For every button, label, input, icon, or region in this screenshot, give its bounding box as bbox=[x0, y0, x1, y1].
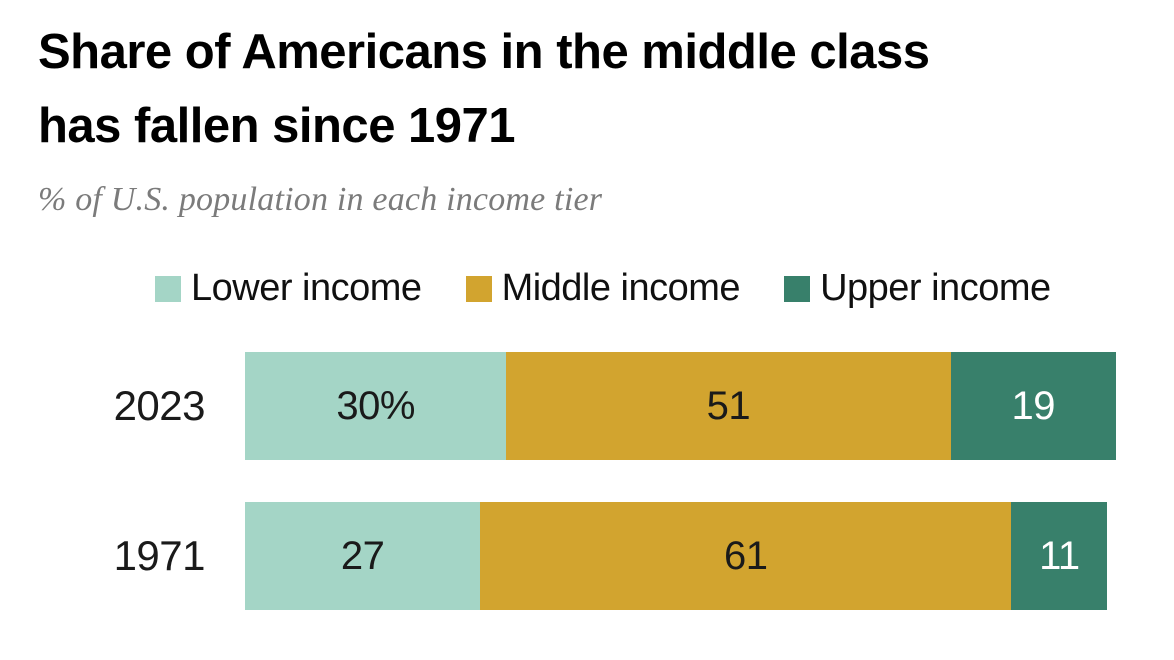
bar-segment-middle-income: 51 bbox=[506, 352, 951, 460]
legend-label: Upper income bbox=[820, 267, 1051, 309]
bar-row-2023: 2023 30% 51 19 bbox=[38, 352, 1116, 460]
legend-item-upper-income: Upper income bbox=[784, 267, 1051, 310]
stacked-bar-chart: 2023 30% 51 19 1971 27 61 bbox=[38, 352, 1116, 610]
chart-title-line-1: Share of Americans in the middle class bbox=[38, 25, 930, 79]
segment-value-label: 19 bbox=[1011, 383, 1055, 428]
legend-swatch-lower-income-icon bbox=[155, 275, 181, 302]
legend-swatch-upper-income-icon bbox=[784, 275, 811, 302]
segment-value-label: 61 bbox=[724, 533, 768, 578]
segment-value-label: 11 bbox=[1039, 533, 1080, 578]
bar-segment-upper-income: 19 bbox=[950, 352, 1116, 460]
segment-value-label: 30% bbox=[336, 383, 415, 428]
bar-segment-middle-income: 61 bbox=[480, 502, 1012, 610]
legend-swatch-middle-income-icon bbox=[465, 275, 492, 302]
year-label-2023: 2023 bbox=[113, 382, 206, 429]
year-label-1971: 1971 bbox=[113, 532, 206, 579]
segment-value-label: 27 bbox=[340, 533, 385, 578]
bar-1971: 27 61 11 bbox=[245, 502, 1116, 610]
bar-segment-upper-income: 11 bbox=[1011, 502, 1108, 610]
bar-2023: 30% 51 19 bbox=[245, 352, 1116, 460]
legend: Lower income Middle income Upper income bbox=[155, 267, 1116, 310]
chart-title-line-2: has fallen since 1971 bbox=[38, 98, 516, 153]
legend-label: Middle income bbox=[501, 267, 741, 309]
legend-label: Lower income bbox=[191, 267, 422, 309]
legend-item-middle-income: Middle income bbox=[465, 267, 741, 310]
bar-segment-lower-income: 30% bbox=[245, 352, 507, 460]
chart-subtitle: % of U.S. population in each income tier bbox=[38, 181, 603, 218]
legend-item-lower-income: Lower income bbox=[155, 267, 422, 310]
bar-row-1971: 1971 27 61 11 bbox=[38, 502, 1116, 610]
chart-title: Share of Americans in the middle class h… bbox=[38, 16, 1058, 163]
bar-segment-lower-income: 27 bbox=[245, 502, 481, 610]
segment-value-label: 51 bbox=[706, 383, 751, 428]
